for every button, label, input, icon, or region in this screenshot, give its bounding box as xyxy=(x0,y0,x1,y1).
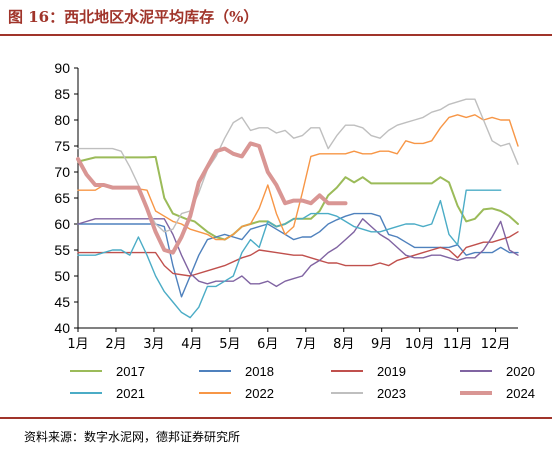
series-line-2020 xyxy=(77,218,519,288)
x-tick-label: 8月 xyxy=(333,337,354,352)
y-tick-label: 45 xyxy=(54,294,70,310)
source-note: 资料来源：数字水泥网，德邦证券研究所 xyxy=(24,430,241,444)
y-tick-label: 85 xyxy=(54,86,70,102)
axes: 40 45 50 55 60 65 70 75 80 85 90 1月 2月 3月 4月 5月 6月 7月 8月 9月… xyxy=(54,60,518,352)
legend: 2017 2018 2019 2020 2021 2022 2023 2024 xyxy=(70,364,535,401)
legend-label-2023: 2023 xyxy=(377,386,406,401)
y-tick-label: 60 xyxy=(54,216,70,232)
y-tick-label: 70 xyxy=(54,164,70,180)
x-tick-label: 12月 xyxy=(481,337,511,352)
y-tick-label: 55 xyxy=(54,242,70,258)
series-line-2018 xyxy=(77,212,519,298)
x-tick-label: 11月 xyxy=(443,337,473,352)
y-tick-label: 90 xyxy=(54,60,70,76)
x-tick-label: 6月 xyxy=(257,337,278,352)
x-tick-label: 10月 xyxy=(405,337,435,352)
x-tick-label: 2月 xyxy=(105,337,126,352)
legend-label-2022: 2022 xyxy=(245,386,274,401)
x-tick-label: 7月 xyxy=(295,337,316,352)
series-line-2022 xyxy=(77,114,519,241)
series-lines xyxy=(76,98,519,319)
series-line-2021 xyxy=(77,189,502,319)
series-line-2024 xyxy=(76,141,348,255)
y-tick-label: 65 xyxy=(54,190,70,206)
title-divider xyxy=(0,34,552,36)
series-line-2017 xyxy=(77,155,519,241)
y-tick-label: 40 xyxy=(54,320,70,336)
source-divider xyxy=(0,417,552,419)
figure-title: 图 16：西北地区水泥平均库存（%） xyxy=(8,8,259,26)
series-line-2019 xyxy=(77,231,519,277)
x-tick-label: 1月 xyxy=(67,337,88,352)
legend-label-2020: 2020 xyxy=(506,364,535,379)
x-tick-label: 4月 xyxy=(181,337,202,352)
y-tick-label: 50 xyxy=(54,268,70,284)
x-tick-label: 3月 xyxy=(143,337,164,352)
legend-label-2024: 2024 xyxy=(506,386,535,401)
x-tick-label: 5月 xyxy=(219,337,240,352)
legend-label-2019: 2019 xyxy=(377,364,406,379)
legend-label-2017: 2017 xyxy=(116,364,145,379)
x-tick-label: 9月 xyxy=(371,337,392,352)
y-tick-label: 75 xyxy=(54,138,70,154)
legend-label-2018: 2018 xyxy=(245,364,274,379)
y-tick-label: 80 xyxy=(54,112,70,128)
legend-label-2021: 2021 xyxy=(116,386,145,401)
